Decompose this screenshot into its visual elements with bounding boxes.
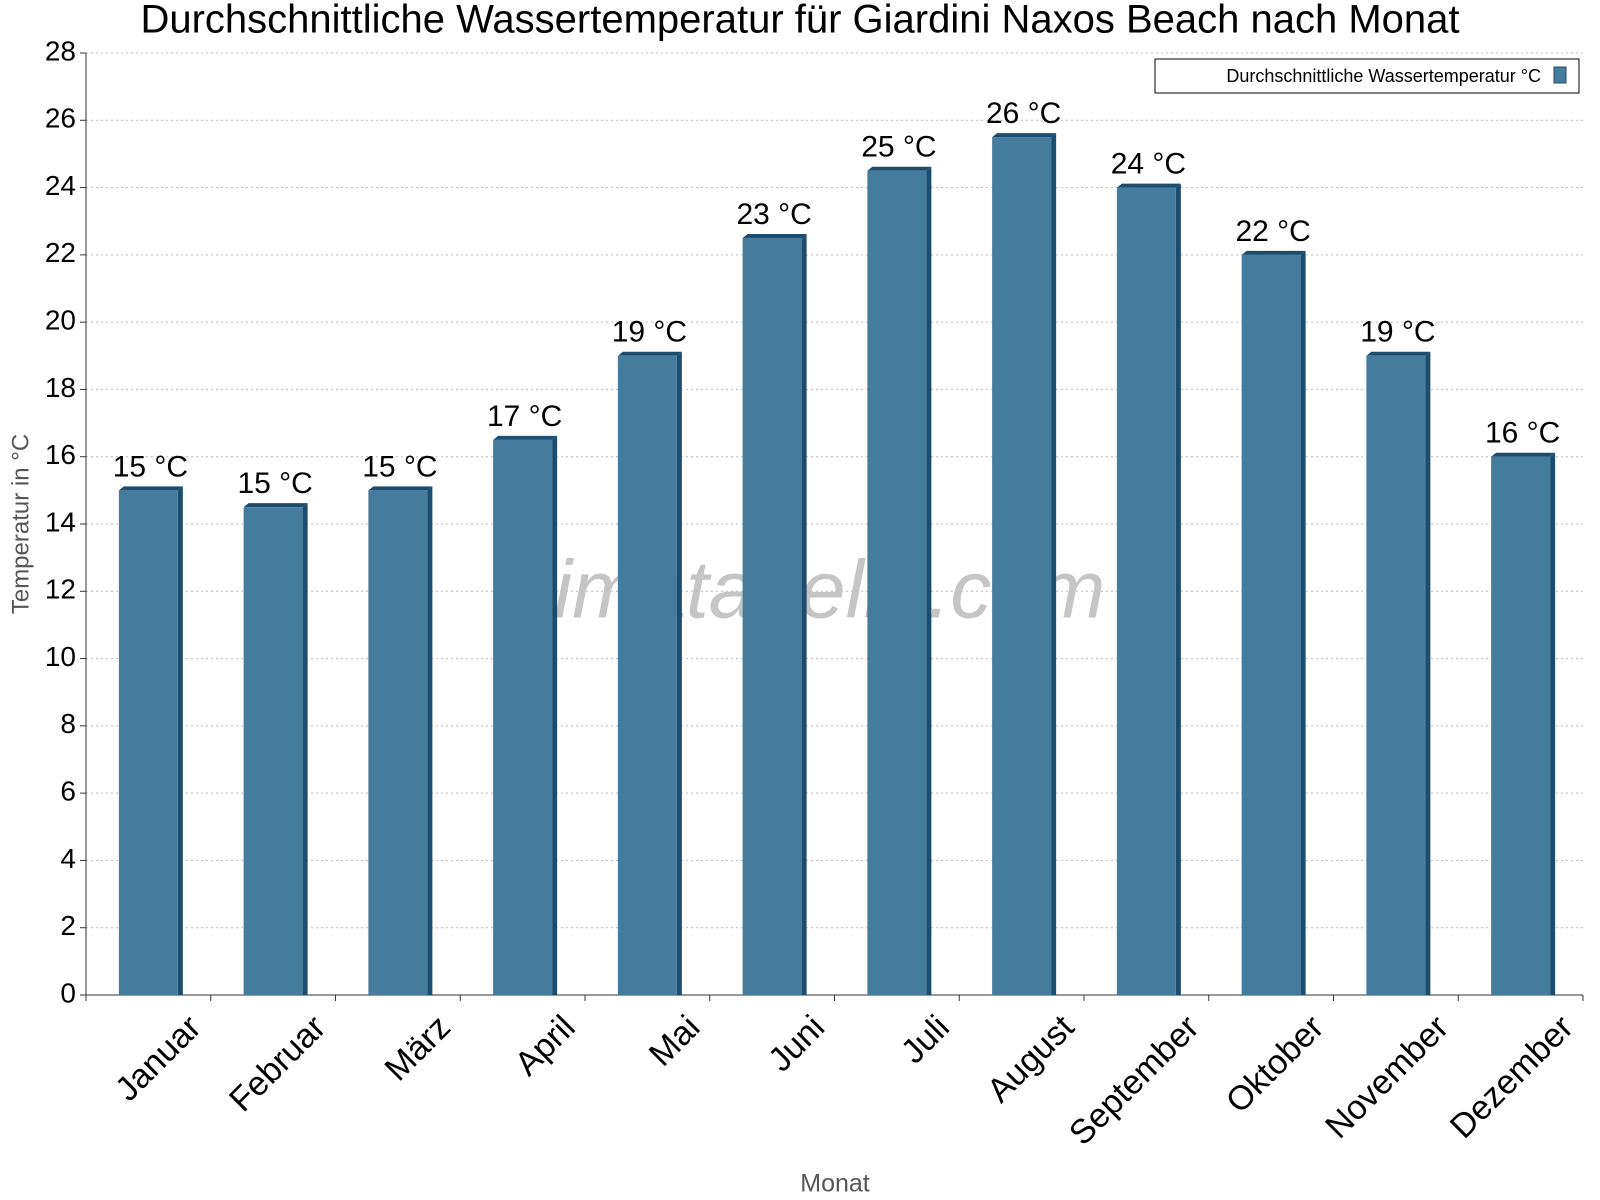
x-axis-label: Monat — [800, 1170, 870, 1198]
y-axis-label: Temperatur in °C — [7, 434, 34, 614]
bar — [493, 439, 553, 996]
bar-top — [742, 234, 807, 239]
y-tick-label: 8 — [60, 708, 76, 739]
value-label: 15 °C — [237, 467, 312, 500]
bar-side — [801, 234, 807, 996]
x-tick-label: Oktober — [1219, 1008, 1331, 1120]
bar-top — [1241, 250, 1306, 255]
bar — [118, 490, 178, 995]
bar-top — [867, 166, 932, 171]
bar — [243, 507, 303, 995]
value-label: 25 °C — [861, 131, 936, 164]
bar-top — [1116, 183, 1181, 188]
bar-top — [617, 351, 682, 356]
bar-top — [243, 503, 308, 508]
value-label: 17 °C — [487, 400, 562, 433]
y-tick-label: 6 — [60, 776, 76, 807]
value-label: 23 °C — [736, 198, 811, 231]
bar-side — [552, 435, 558, 996]
value-label: 15 °C — [113, 450, 188, 483]
bar-side — [1051, 133, 1057, 995]
x-tick-label: August — [980, 1008, 1082, 1110]
chart-title: Durchschnittliche Wassertemperatur für G… — [140, 0, 1459, 42]
x-tick-label: Juni — [761, 1008, 832, 1079]
value-label: 19 °C — [612, 316, 687, 349]
x-tick-label: Januar — [108, 1008, 208, 1108]
y-tick-label: 22 — [45, 237, 76, 268]
bar-side — [1300, 250, 1306, 995]
value-label: 22 °C — [1235, 215, 1310, 248]
value-label: 16 °C — [1485, 417, 1560, 450]
bar-side — [1550, 452, 1556, 995]
bar — [742, 238, 802, 996]
bar-side — [676, 351, 682, 995]
y-tick-label: 2 — [60, 910, 76, 941]
bar — [1116, 187, 1176, 996]
legend-swatch — [1553, 66, 1567, 84]
bar — [368, 490, 428, 995]
y-tick-label: 18 — [45, 372, 76, 403]
y-tick-label: 26 — [45, 103, 76, 134]
bar — [1491, 456, 1551, 995]
x-tick-label: Februar — [222, 1008, 333, 1119]
bar-top — [493, 435, 558, 440]
value-label: 26 °C — [986, 97, 1061, 130]
bar-top — [1366, 351, 1431, 356]
bar-side — [177, 486, 183, 995]
y-tick-label: 14 — [45, 506, 76, 537]
y-tick-label: 24 — [45, 170, 76, 201]
x-tick-label: Dezember — [1443, 1008, 1581, 1146]
value-label: 19 °C — [1360, 316, 1435, 349]
x-tick-label: März — [378, 1008, 458, 1088]
x-tick-label: Juli — [894, 1008, 957, 1071]
x-tick-label: November — [1318, 1008, 1456, 1146]
y-tick-label: 16 — [45, 439, 76, 470]
bar — [992, 137, 1052, 995]
bar-side — [427, 486, 433, 995]
bar — [867, 170, 927, 995]
bar-side — [1425, 351, 1431, 995]
y-tick-label: 20 — [45, 305, 76, 336]
value-label: 15 °C — [362, 450, 437, 483]
bar-side — [302, 503, 308, 995]
bar — [1366, 355, 1426, 995]
y-tick-label: 12 — [45, 574, 76, 605]
bar-side — [1175, 183, 1181, 996]
bar-top — [1491, 452, 1556, 457]
bar — [1241, 254, 1301, 995]
bar-top — [118, 486, 183, 491]
y-tick-label: 10 — [45, 641, 76, 672]
legend-label: Durchschnittliche Wassertemperatur °C — [1226, 66, 1541, 86]
x-tick-label: April — [508, 1008, 583, 1083]
bar-top — [368, 486, 433, 491]
y-tick-label: 0 — [60, 977, 76, 1008]
bar-side — [926, 166, 932, 995]
bar — [617, 355, 677, 995]
y-tick-label: 28 — [45, 35, 76, 66]
y-tick-label: 4 — [60, 843, 76, 874]
bar-top — [992, 133, 1057, 138]
x-tick-label: September — [1062, 1008, 1206, 1152]
value-label: 24 °C — [1111, 147, 1186, 180]
x-tick-label: Mai — [642, 1008, 708, 1074]
legend-box — [1154, 58, 1580, 94]
